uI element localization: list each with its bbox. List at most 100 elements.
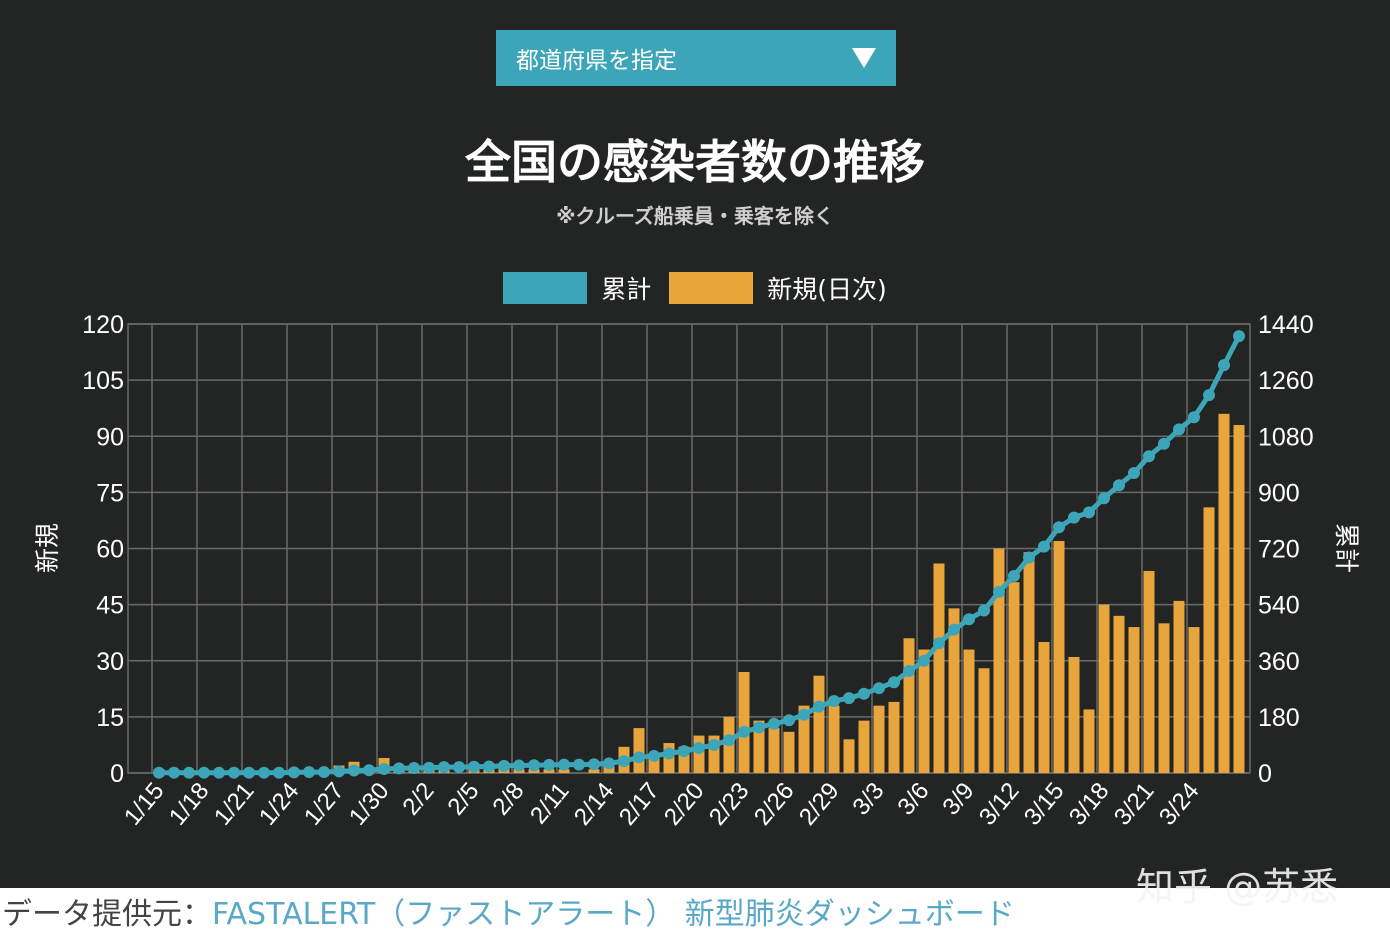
x-tick-label: 3/3 xyxy=(847,778,889,821)
x-tick-label: 1/15 xyxy=(119,778,170,831)
cumulative-point xyxy=(438,761,450,774)
legend-swatch-cumulative xyxy=(503,272,588,304)
cumulative-point xyxy=(828,694,840,707)
cumulative-point xyxy=(213,766,225,779)
y-tick-label-right: 1260 xyxy=(1258,367,1314,395)
daily-bar xyxy=(963,649,975,773)
watermark: 知乎 @苏悉 xyxy=(1136,865,1339,909)
y-tick-label-right: 1440 xyxy=(1258,311,1314,339)
legend-item-cumulative[interactable]: 累計 xyxy=(503,270,651,306)
cumulative-point xyxy=(1068,511,1080,524)
daily-bar xyxy=(888,701,900,773)
cumulative-point xyxy=(948,623,960,636)
cumulative-point xyxy=(318,766,330,779)
x-tick-label: 2/29 xyxy=(794,778,845,831)
daily-bar xyxy=(1113,615,1125,773)
cumulative-point xyxy=(1113,479,1125,492)
cumulative-point xyxy=(303,766,315,779)
y-tick-label-left: 105 xyxy=(82,367,124,395)
daily-bar xyxy=(993,548,1005,773)
daily-bar xyxy=(783,731,795,773)
chart-subtitle: ※クルーズ船乗員・乗客を除く xyxy=(556,204,834,228)
cumulative-point xyxy=(1008,569,1020,582)
x-tick-label: 2/26 xyxy=(749,778,800,831)
y-tick-label-left: 75 xyxy=(96,479,124,507)
cumulative-point xyxy=(1233,330,1245,343)
daily-bar xyxy=(1023,552,1035,773)
cumulative-point xyxy=(993,585,1005,598)
cumulative-point xyxy=(1023,551,1035,564)
cumulative-point xyxy=(588,758,600,771)
x-tick-label: 3/24 xyxy=(1154,778,1205,831)
daily-bar xyxy=(843,739,855,773)
daily-bar xyxy=(1098,604,1110,773)
y-axis-title-right: 累計 xyxy=(1332,523,1361,573)
daily-bar xyxy=(648,754,660,773)
cumulative-point xyxy=(198,766,210,779)
cumulative-point xyxy=(288,766,300,779)
daily-bar xyxy=(1158,623,1170,773)
cumulative-point xyxy=(1053,521,1065,534)
daily-bar xyxy=(633,728,645,773)
x-tick-label: 2/11 xyxy=(525,778,575,830)
prefecture-selector[interactable]: 都道府県を指定 xyxy=(496,30,896,86)
cumulative-point xyxy=(468,760,480,773)
x-tick-label: 2/17 xyxy=(614,778,665,831)
cumulative-point xyxy=(333,765,345,778)
prefecture-selector-label: 都道府県を指定 xyxy=(516,48,677,74)
daily-bar xyxy=(1218,413,1230,773)
y-tick-label-left: 30 xyxy=(96,648,124,676)
cumulative-point xyxy=(498,759,510,772)
cumulative-point xyxy=(723,734,735,747)
footer-source-link[interactable]: FASTALERT（ファストアラート） 新型肺炎ダッシュボード xyxy=(212,897,1015,932)
legend-swatch-daily xyxy=(669,272,754,304)
cumulative-point xyxy=(738,725,750,738)
cumulative-point xyxy=(633,751,645,764)
daily-bar xyxy=(1008,582,1020,773)
x-tick-label: 3/21 xyxy=(1109,778,1160,831)
daily-bar xyxy=(813,675,825,773)
cumulative-point xyxy=(873,682,885,695)
legend-label-daily: 新規(日次) xyxy=(767,275,887,304)
cumulative-point xyxy=(963,613,975,626)
cumulative-point xyxy=(798,708,810,721)
cumulative-point xyxy=(408,762,420,775)
dropdown-triangle-icon xyxy=(852,48,876,68)
daily-bar xyxy=(1083,709,1095,773)
x-tick-label: 1/21 xyxy=(209,778,260,831)
cumulative-point xyxy=(483,760,495,773)
x-tick-label: 2/5 xyxy=(442,778,484,821)
x-tick-label: 3/18 xyxy=(1064,778,1115,831)
legend-item-daily[interactable]: 新規(日次) xyxy=(669,270,887,306)
cumulative-point xyxy=(768,717,780,730)
daily-bar xyxy=(873,705,885,773)
x-tick-label: 2/14 xyxy=(569,778,620,831)
x-tick-label: 3/12 xyxy=(974,778,1025,831)
cumulative-point xyxy=(168,766,180,779)
y-tick-label-right: 540 xyxy=(1258,592,1300,620)
daily-bar xyxy=(543,769,555,773)
y-tick-label-right: 180 xyxy=(1258,704,1300,732)
cumulative-point xyxy=(603,757,615,770)
x-tick-label: 2/2 xyxy=(397,778,439,821)
cumulative-point xyxy=(378,762,390,775)
daily-bar xyxy=(1068,657,1080,773)
cumulative-point xyxy=(933,637,945,650)
chart-legend: 累計 新規(日次) xyxy=(0,270,1390,306)
cumulative-point xyxy=(183,766,195,779)
cumulative-point xyxy=(393,762,405,775)
daily-bar xyxy=(828,705,840,773)
footer-credit: データ提供元：FASTALERT（ファストアラート） 新型肺炎ダッシュボード xyxy=(0,888,1390,942)
cumulative-point xyxy=(783,714,795,727)
cumulative-point xyxy=(573,758,585,771)
chart-plot: 0 0 15 180 30 360 45 540 60 720 75 900 90 1080 105 1260… xyxy=(33,311,1361,831)
cumulative-point xyxy=(1203,389,1215,402)
daily-bar xyxy=(678,746,690,773)
y-tick-label-right: 0 xyxy=(1258,760,1272,788)
y-tick-label-left: 0 xyxy=(110,760,124,788)
y-tick-label-left: 60 xyxy=(96,536,124,564)
daily-bar xyxy=(753,720,765,773)
x-tick-label: 1/27 xyxy=(299,778,350,831)
cumulative-point xyxy=(1158,437,1170,450)
cumulative-point xyxy=(558,758,570,771)
